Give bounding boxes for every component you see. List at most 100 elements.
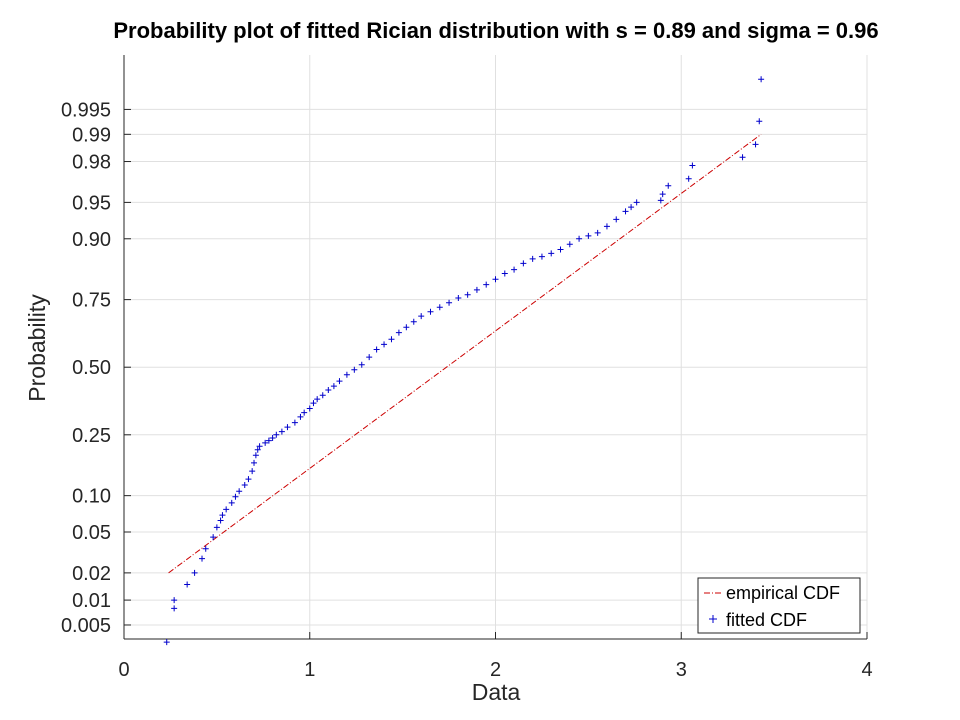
y-tick-label: 0.95 (72, 192, 111, 214)
fitted-cdf-point (191, 569, 198, 576)
x-tick-label: 2 (490, 659, 501, 681)
fitted-cdf-point (163, 639, 170, 646)
y-tick-label: 0.02 (72, 563, 111, 585)
fitted-cdf-point (492, 276, 499, 283)
fitted-cdf-point (403, 324, 410, 331)
fitted-cdf-point (373, 346, 380, 353)
fitted-cdf-point (278, 428, 285, 435)
fitted-cdf-point (265, 437, 272, 444)
fitted-cdf-point (336, 378, 343, 385)
y-tick-label: 0.25 (72, 425, 111, 447)
fitted-cdf-point (410, 318, 417, 325)
fitted-cdf-point (330, 383, 337, 390)
y-tick-label: 0.01 (72, 590, 111, 612)
x-tick-label: 4 (861, 659, 872, 681)
legend-box (697, 577, 861, 634)
fitted-cdf-point (184, 581, 191, 588)
fitted-cdf-point (628, 204, 635, 211)
fitted-cdf-point (464, 291, 471, 298)
fitted-cdf-point (548, 250, 555, 257)
axes (123, 55, 868, 640)
fitted-cdf-point (210, 534, 217, 541)
fitted-cdf-point (202, 545, 209, 552)
x-axis-label: Data (472, 679, 521, 705)
fitted-cdf-point (576, 235, 583, 242)
fitted-cdf-point (739, 154, 746, 161)
y-tick-label: 0.005 (61, 615, 111, 637)
y-tick-label: 0.10 (72, 486, 111, 508)
legend-fitted-swatch (709, 615, 717, 623)
fitted-cdf-point (219, 512, 226, 519)
fitted-cdf-point (501, 270, 508, 277)
y-tick-label: 0.05 (72, 522, 111, 544)
fitted-cdf-point (291, 419, 298, 426)
fitted-cdf-point (249, 468, 256, 475)
fitted-cdf-point (199, 555, 206, 562)
fitted-cdf-point (752, 141, 759, 148)
fitted-cdf-point (351, 366, 358, 373)
fitted-cdf-point (325, 387, 332, 394)
fitted-cdf-point (310, 400, 317, 407)
fitted-cdf-point (756, 118, 763, 125)
fitted-cdf-point (659, 191, 666, 198)
fitted-cdf-point (388, 336, 395, 343)
fitted-cdf-point (436, 304, 443, 311)
fitted-cdf-point (252, 452, 259, 459)
fitted-cdf-point (566, 241, 573, 248)
chart-title: Probability plot of fitted Rician distri… (113, 18, 878, 43)
fitted-cdf-point (343, 371, 350, 378)
fitted-cdf-point (223, 506, 230, 513)
fitted-cdf-point (319, 392, 326, 399)
fitted-cdf-point (418, 313, 425, 320)
fitted-cdf-point (262, 439, 269, 446)
fitted-cdf-point (381, 341, 388, 348)
fitted-cdf-point (256, 443, 263, 450)
grid-lines (123, 55, 868, 639)
fitted-cdf-point (758, 76, 765, 83)
fitted-cdf-point (301, 409, 308, 416)
fitted-cdf-point (665, 182, 672, 189)
empirical-cdf-series (168, 133, 762, 574)
fitted-cdf-point (269, 434, 276, 441)
fitted-cdf-series (163, 76, 765, 646)
y-tick-label: 0.995 (61, 99, 111, 121)
fitted-cdf-point (538, 253, 545, 260)
fitted-cdf-point (622, 208, 629, 215)
fitted-cdf-point (529, 255, 536, 262)
legend-fitted-label: fitted CDF (726, 610, 807, 630)
y-tick-label: 0.75 (72, 290, 111, 312)
x-tick-label: 1 (304, 659, 315, 681)
y-tick-label: 0.50 (72, 357, 111, 379)
empirical-cdf-line (168, 133, 762, 574)
fitted-cdf-point (366, 354, 373, 361)
fitted-cdf-point (284, 424, 291, 431)
fitted-cdf-point (171, 597, 178, 604)
fitted-cdf-point (213, 524, 220, 531)
fitted-cdf-point (557, 246, 564, 253)
fitted-cdf-point (689, 162, 696, 169)
legend: empirical CDF fitted CDF (697, 577, 861, 634)
fitted-cdf-point (254, 446, 261, 453)
fitted-cdf-point (603, 223, 610, 230)
fitted-cdf-point (297, 413, 304, 420)
legend-empirical-label: empirical CDF (726, 583, 840, 603)
y-axis-label: Probability (24, 294, 50, 402)
fitted-cdf-point (171, 605, 178, 612)
fitted-cdf-point (473, 286, 480, 293)
fitted-cdf-point (236, 488, 243, 495)
fitted-cdf-point (228, 499, 235, 506)
fitted-cdf-point (585, 232, 592, 239)
fitted-cdf-point (511, 266, 518, 273)
fitted-cdf-point (520, 260, 527, 267)
y-tick-label: 0.90 (72, 229, 111, 251)
fitted-cdf-point (273, 431, 280, 438)
x-tick-label: 0 (118, 659, 129, 681)
fitted-cdf-point (455, 295, 462, 302)
tick-labels: 0 1 2 3 4 0.005 0.01 0.02 0.05 0.10 0.25 0.50 0.75 0.… (61, 99, 873, 681)
fitted-cdf-point (306, 405, 313, 412)
fitted-cdf-point (613, 216, 620, 223)
fitted-cdf-point (427, 308, 434, 315)
y-tick-label: 0.99 (72, 124, 111, 146)
fitted-cdf-point (594, 229, 601, 236)
